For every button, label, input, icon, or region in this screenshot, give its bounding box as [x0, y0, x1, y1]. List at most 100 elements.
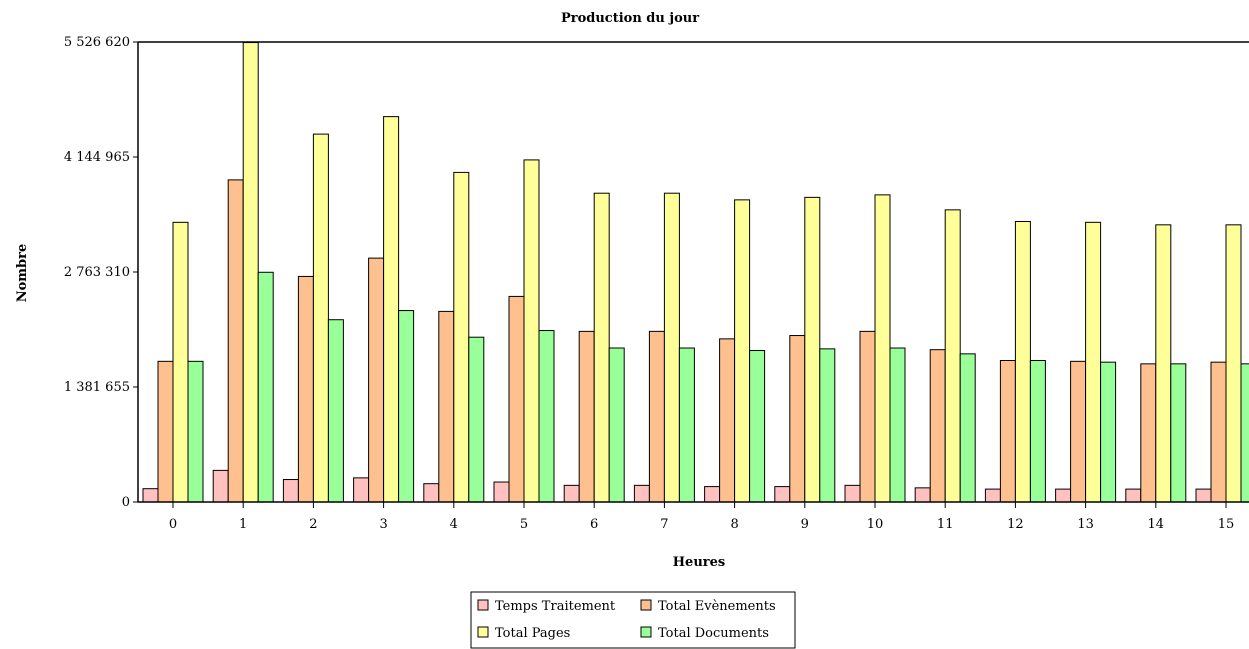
bar [383, 116, 400, 503]
bar [608, 347, 625, 503]
bar [1195, 488, 1212, 503]
x-tick-label: 1 [239, 517, 247, 532]
bar [453, 171, 470, 503]
bar [633, 484, 650, 503]
bar [493, 481, 510, 503]
bar [142, 488, 159, 503]
bar [353, 477, 370, 503]
bar [774, 486, 791, 503]
bar [859, 330, 876, 503]
bar [523, 159, 540, 503]
bar [678, 347, 695, 503]
x-tick-label: 6 [590, 517, 598, 532]
legend-swatch [477, 599, 489, 611]
y-tick-label: 4 144 965 [64, 150, 130, 165]
bar [749, 350, 766, 503]
bar [282, 479, 299, 503]
bar [663, 192, 680, 503]
x-tick-label: 10 [867, 517, 884, 532]
bar [297, 275, 314, 503]
x-tick-label: 3 [379, 517, 387, 532]
bar [844, 484, 861, 503]
legend-label: Total Documents [658, 626, 769, 641]
x-tick-label: 15 [1218, 517, 1235, 532]
y-tick-label: 5 526 620 [64, 35, 130, 50]
bar [819, 348, 836, 503]
x-tick-label: 13 [1077, 517, 1094, 532]
bar [944, 209, 961, 503]
bar [704, 486, 721, 503]
legend-swatch [477, 626, 489, 638]
bar [1170, 363, 1187, 503]
bar [578, 330, 595, 503]
bar [889, 347, 906, 503]
bar [914, 487, 931, 503]
y-tick-label: 0 [122, 495, 130, 510]
bar [187, 360, 204, 503]
x-tick-label: 14 [1148, 517, 1165, 532]
bar [257, 271, 274, 503]
bar [804, 196, 821, 503]
bars-layer [142, 42, 1249, 503]
bar [593, 192, 610, 503]
x-axis-title: Heures [673, 555, 725, 570]
bar [1100, 361, 1117, 503]
x-tick-label: 5 [520, 517, 528, 532]
bar [1070, 360, 1087, 503]
bar [242, 42, 259, 503]
legend-swatch [640, 599, 652, 611]
bar [227, 179, 244, 503]
bar [538, 330, 555, 503]
bar [1055, 488, 1072, 503]
x-tick-label: 4 [450, 517, 458, 532]
x-tick-label: 11 [937, 517, 954, 532]
x-tick-label: 12 [1007, 517, 1024, 532]
y-axis-title: Nombre [15, 244, 30, 303]
bar [1014, 221, 1031, 503]
bar [468, 336, 485, 503]
bar [984, 488, 1001, 503]
x-tick-label: 0 [169, 517, 177, 532]
bar [1029, 360, 1046, 503]
bar [1085, 221, 1102, 503]
bar [999, 360, 1016, 503]
legend-label: Temps Traitement [495, 599, 616, 614]
x-tick-label: 9 [801, 517, 809, 532]
bar [1140, 363, 1157, 503]
legend-box [470, 591, 796, 649]
y-tick-label: 2 763 310 [64, 265, 130, 280]
x-tick-label: 8 [730, 517, 738, 532]
x-tick-label: 7 [660, 517, 668, 532]
bar [398, 310, 415, 503]
bar [648, 330, 665, 503]
bar [368, 257, 385, 503]
bar [1210, 361, 1227, 503]
bar [312, 133, 329, 503]
bar [929, 349, 946, 503]
bar [1155, 224, 1172, 503]
bar [719, 338, 736, 503]
bar [734, 199, 751, 503]
bar [563, 484, 580, 503]
legend-label: Total Pages [495, 626, 570, 641]
bar [1240, 363, 1249, 503]
y-tick-label: 1 381 655 [64, 380, 130, 395]
legend-swatch [640, 626, 652, 638]
chart-title: Production du jour [561, 11, 699, 26]
bar [1125, 488, 1142, 503]
bar [508, 295, 525, 503]
legend-label: Total Evènements [658, 599, 776, 614]
bar [438, 310, 455, 503]
bar [172, 221, 189, 503]
legend: Temps Traitement Total Evènements Total Pa… [470, 591, 796, 649]
bar [157, 360, 174, 503]
bar [327, 319, 344, 503]
bar [874, 194, 891, 503]
bar [789, 335, 806, 503]
bar [1225, 224, 1242, 503]
bar [212, 469, 229, 503]
x-tick-label: 2 [309, 517, 317, 532]
